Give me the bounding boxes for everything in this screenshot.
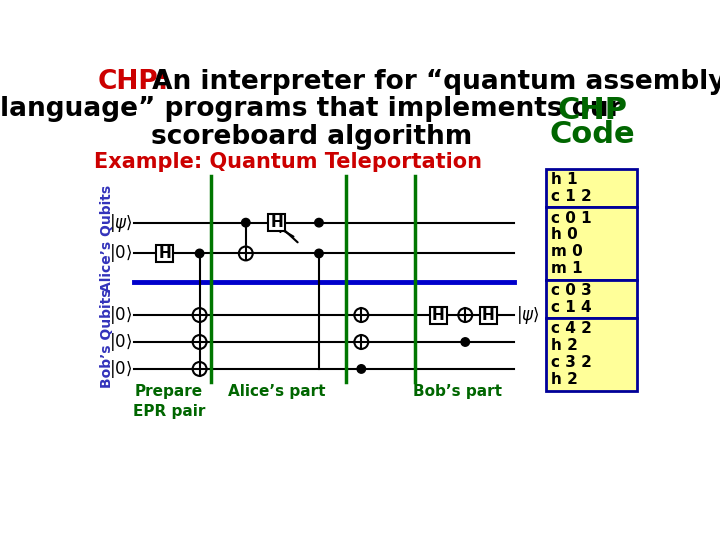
Text: h 1: h 1 — [551, 172, 577, 187]
FancyBboxPatch shape — [546, 207, 637, 280]
Text: c 1 4: c 1 4 — [551, 300, 591, 315]
Text: m 1: m 1 — [551, 261, 582, 276]
Text: h 2: h 2 — [551, 372, 577, 387]
Text: H: H — [270, 215, 283, 230]
Text: Bob’s Qubits: Bob’s Qubits — [100, 288, 114, 388]
Circle shape — [315, 249, 323, 258]
Text: $|0\rangle$: $|0\rangle$ — [109, 304, 132, 326]
Text: m 0: m 0 — [551, 245, 582, 259]
Text: Prepare
EPR pair: Prepare EPR pair — [132, 384, 205, 419]
Circle shape — [193, 308, 207, 322]
Text: $|0\rangle$: $|0\rangle$ — [109, 331, 132, 353]
Text: H: H — [482, 308, 495, 322]
Text: CHP: CHP — [557, 96, 627, 125]
Text: $|0\rangle$: $|0\rangle$ — [109, 358, 132, 380]
Text: H: H — [432, 308, 445, 322]
Text: Example: Quantum Teleportation: Example: Quantum Teleportation — [94, 152, 482, 172]
Circle shape — [354, 335, 368, 349]
FancyBboxPatch shape — [268, 214, 285, 231]
Text: c 1 2: c 1 2 — [551, 189, 591, 204]
Text: H: H — [158, 246, 171, 261]
Circle shape — [459, 308, 472, 322]
Text: An interpreter for “quantum assembly: An interpreter for “quantum assembly — [143, 69, 720, 94]
Text: Bob’s part: Bob’s part — [413, 384, 502, 400]
Text: h 2: h 2 — [551, 339, 577, 353]
Circle shape — [461, 338, 469, 346]
Text: c 0 3: c 0 3 — [551, 283, 591, 298]
Text: CHP:: CHP: — [98, 69, 169, 94]
Text: c 4 2: c 4 2 — [551, 321, 592, 336]
FancyBboxPatch shape — [546, 318, 637, 390]
Text: Code: Code — [549, 120, 635, 149]
Circle shape — [242, 218, 250, 227]
Text: h 0: h 0 — [551, 227, 577, 242]
Text: $|0\rangle$: $|0\rangle$ — [109, 242, 132, 265]
Circle shape — [195, 249, 204, 258]
Circle shape — [193, 335, 207, 349]
Text: Alice’s Qubits: Alice’s Qubits — [100, 185, 114, 292]
Circle shape — [315, 218, 323, 227]
Text: $|\psi\rangle$: $|\psi\rangle$ — [516, 304, 539, 326]
FancyBboxPatch shape — [480, 307, 497, 323]
FancyBboxPatch shape — [156, 245, 174, 262]
Circle shape — [354, 308, 368, 322]
Text: c 0 1: c 0 1 — [551, 211, 591, 226]
Text: c 3 2: c 3 2 — [551, 355, 592, 370]
Text: Alice’s part: Alice’s part — [228, 384, 325, 400]
Text: language” programs that implements our: language” programs that implements our — [1, 96, 622, 123]
FancyBboxPatch shape — [430, 307, 447, 323]
Circle shape — [193, 362, 207, 376]
Text: scoreboard algorithm: scoreboard algorithm — [150, 124, 472, 150]
Text: $|\psi\rangle$: $|\psi\rangle$ — [109, 212, 132, 234]
Circle shape — [239, 247, 253, 260]
Circle shape — [357, 364, 366, 373]
FancyBboxPatch shape — [546, 168, 637, 207]
FancyBboxPatch shape — [546, 280, 637, 318]
